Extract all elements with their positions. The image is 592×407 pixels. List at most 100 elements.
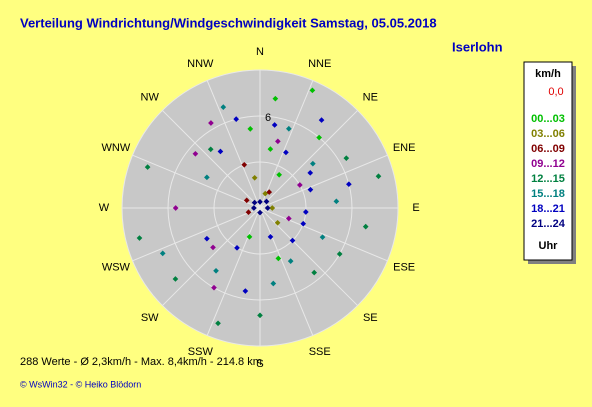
legend-entry: 06...09 [531, 143, 565, 155]
legend-footer: Uhr [539, 240, 559, 252]
data-point [311, 269, 318, 276]
data-point [319, 234, 326, 240]
data-point [257, 209, 263, 216]
data-point [297, 182, 303, 188]
chart-title: Verteilung Windrichtung/Windgeschwindigk… [20, 15, 437, 30]
data-point [243, 197, 250, 204]
data-point [245, 209, 252, 216]
data-point [251, 199, 258, 206]
data-point [266, 189, 273, 195]
data-point [310, 160, 316, 167]
data-point [211, 284, 217, 291]
legend-title: km/h [535, 68, 561, 80]
data-point [316, 134, 322, 141]
direction-label: ENE [393, 142, 416, 154]
direction-label: E [412, 202, 419, 214]
data-point [144, 164, 151, 170]
data-point [172, 276, 179, 282]
direction-label: NW [141, 92, 160, 104]
direction-label: NE [363, 92, 378, 104]
data-point [207, 146, 214, 153]
direction-label: WNW [102, 142, 131, 154]
grid-ring [121, 69, 399, 347]
data-point [346, 181, 352, 188]
data-point [267, 146, 274, 152]
data-point [270, 280, 277, 287]
data-point [274, 219, 281, 226]
data-point [275, 138, 281, 145]
data-point [275, 255, 282, 262]
legend-entry: 21...24 [531, 218, 566, 230]
data-point [242, 288, 249, 294]
data-point [272, 95, 279, 102]
data-point [136, 235, 143, 241]
data-point [208, 120, 214, 126]
spoke [162, 110, 261, 209]
data-point [251, 174, 258, 181]
data-point [264, 205, 271, 211]
data-point [276, 171, 282, 178]
spoke [259, 207, 388, 262]
data-point [285, 215, 292, 222]
data-point [220, 104, 227, 110]
data-point [192, 150, 199, 157]
data-point [343, 155, 350, 161]
data-point [289, 237, 296, 244]
data-point [302, 209, 309, 215]
spoke [259, 207, 358, 306]
data-point [307, 169, 314, 176]
direction-label: SSW [188, 346, 214, 358]
legend-entry: 15...18 [531, 188, 565, 200]
calm-value: 0,0 [548, 86, 563, 98]
credits: © WsWin32 - © Heiko Blödorn [20, 379, 141, 389]
data-point [217, 148, 224, 155]
direction-label: ESE [393, 262, 415, 274]
data-point [241, 161, 248, 168]
data-point [233, 116, 240, 122]
data-point [213, 267, 219, 274]
data-point [362, 223, 369, 230]
data-point [318, 117, 325, 123]
data-point [159, 250, 166, 257]
grid-ring [167, 115, 353, 301]
summary: 288 Werte - Ø 2,3km/h - Max. 8,4km/h - 2… [20, 356, 262, 368]
direction-label: SE [363, 312, 378, 324]
data-point [283, 149, 289, 156]
spoke [132, 207, 261, 262]
data-point [257, 199, 263, 205]
data-point [333, 198, 340, 205]
spoke [259, 154, 388, 209]
data-point [300, 220, 307, 227]
location: Iserlohn [452, 39, 503, 54]
data-point [204, 174, 210, 181]
legend [523, 61, 573, 261]
direction-label: W [99, 202, 110, 214]
data-point [336, 251, 343, 257]
legend-entry: 00...03 [531, 113, 565, 125]
spoke [162, 207, 261, 306]
spoke [206, 207, 261, 336]
data-point [172, 205, 179, 211]
legend-entry: 09...12 [531, 158, 565, 170]
spoke [259, 110, 358, 209]
data-point [286, 125, 292, 132]
data-point [234, 245, 240, 251]
data-point [247, 126, 254, 132]
data-point [215, 320, 221, 327]
data-point [210, 244, 216, 251]
data-point [204, 235, 210, 242]
data-point [287, 258, 294, 264]
data-point [246, 233, 253, 240]
r-tick-label: 6 [265, 112, 271, 124]
data-point [309, 87, 316, 94]
spoke [259, 80, 314, 209]
direction-label: N [256, 46, 264, 58]
data-point [269, 205, 276, 211]
legend-entry: 12...15 [531, 173, 565, 185]
direction-label: SSE [309, 346, 331, 358]
direction-label: S [256, 358, 263, 370]
spoke [259, 207, 314, 336]
legend-entry: 18...21 [531, 203, 565, 215]
direction-label: NNE [308, 58, 331, 70]
